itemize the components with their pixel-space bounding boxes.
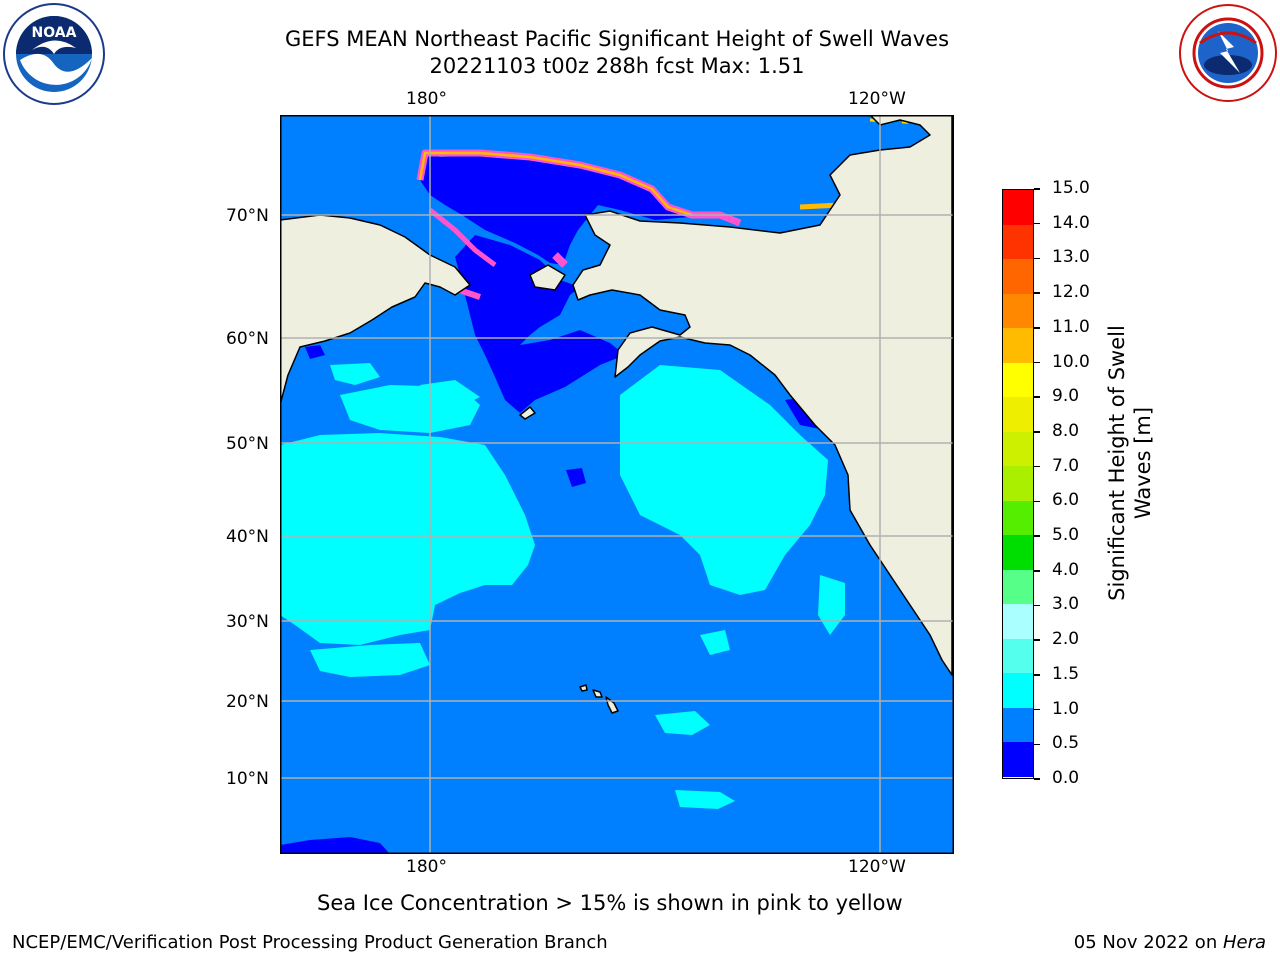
map-title: GEFS MEAN Northeast Pacific Significant …: [284, 27, 950, 51]
colorbar: [1002, 189, 1034, 779]
colorbar-tick-label: 10.0: [1052, 351, 1090, 372]
colorbar-tick-label: 13.0: [1052, 247, 1090, 268]
colorbar-tick-label: 6.0: [1052, 490, 1080, 511]
colorbar-tick-mark: [1034, 743, 1040, 746]
colorbar-tick-label: 8.0: [1052, 420, 1080, 441]
colorbar-tick-label: 9.0: [1052, 386, 1080, 407]
colorbar-tick-label: 7.0: [1052, 455, 1080, 476]
colorbar-segment: [1003, 707, 1033, 743]
colorbar-tick-label: 12.0: [1052, 282, 1090, 303]
noaa-logo-text: NOAA: [32, 25, 77, 41]
graticule: [280, 115, 954, 854]
colorbar-tick-label: 14.0: [1052, 212, 1090, 233]
colorbar-tick-mark: [1034, 396, 1040, 398]
colorbar-tick-label: 1.5: [1052, 663, 1080, 684]
lat-label-40n: 40°N: [226, 527, 269, 547]
colorbar-tick-label: 3.0: [1052, 594, 1080, 615]
colorbar-ticks: 15.0 14.0 13.0 12.0 11.0 10.0 9.0 8.0 7.0 6.0 5.0 4…: [1034, 178, 1114, 788]
colorbar-segment: [1003, 742, 1033, 777]
colorbar-title-line1: Significant Height of Swell: [1105, 325, 1129, 601]
noaa-logo: NOAA: [3, 3, 105, 105]
colorbar-tick-mark: [1034, 465, 1040, 468]
nws-logo: [1179, 4, 1277, 102]
colorbar-title: Significant Height of Swell Waves [m]: [1104, 283, 1156, 643]
colorbar-tick-mark: [1034, 222, 1040, 225]
lon-label-top-120w: 120°W: [848, 89, 906, 109]
lat-label-20n: 20°N: [226, 692, 269, 712]
colorbar-tick-mark: [1034, 361, 1040, 364]
lat-label-70n: 70°N: [226, 206, 269, 226]
lat-label-30n: 30°N: [226, 612, 269, 632]
colorbar-segment: [1003, 397, 1033, 432]
colorbar-tick-mark: [1034, 500, 1040, 503]
lon-label-bottom-120w: 120°W: [848, 857, 906, 877]
colorbar-tick-mark: [1034, 604, 1040, 607]
footer-date-text: 05 Nov 2022 on: [1073, 932, 1223, 953]
colorbar-segment: [1003, 466, 1033, 501]
swell-height-map: [280, 115, 954, 854]
colorbar-tick-mark: [1034, 570, 1040, 572]
map-frame: [280, 115, 954, 854]
lon-label-top-180: 180°: [406, 89, 447, 109]
colorbar-tick-mark: [1034, 708, 1040, 711]
colorbar-segment: [1003, 500, 1033, 536]
landmasses: [280, 115, 953, 714]
colorbar-tick-mark: [1034, 674, 1040, 676]
colorbar-tick-label: 0.5: [1052, 733, 1080, 754]
colorbar-segment: [1003, 604, 1033, 639]
colorbar-segment: [1003, 535, 1033, 570]
colorbar-title-line2: Waves [m]: [1131, 406, 1155, 520]
sea-ice-note: Sea Ice Concentration > 15% is shown in …: [317, 891, 903, 915]
colorbar-segment: [1003, 638, 1033, 674]
colorbar-segment: [1003, 362, 1033, 398]
colorbar-tick-mark: [1034, 431, 1040, 433]
footer-date: 05 Nov 2022 on Hera: [1074, 932, 1266, 953]
colorbar-segment: [1003, 673, 1033, 708]
colorbar-tick-mark: [1034, 778, 1040, 780]
colorbar-segment: [1003, 224, 1033, 260]
colorbar-segment: [1003, 190, 1033, 225]
colorbar-tick-mark: [1034, 535, 1040, 537]
colorbar-tick-label: 1.0: [1052, 698, 1080, 719]
colorbar-tick-mark: [1034, 327, 1040, 329]
swell-below-0.5m-regions: [280, 153, 825, 854]
colorbar-tick-label: 15.0: [1052, 178, 1090, 198]
colorbar-tick-mark: [1034, 292, 1040, 294]
colorbar-segment: [1003, 259, 1033, 294]
colorbar-tick-label: 4.0: [1052, 559, 1080, 580]
colorbar-segment: [1003, 293, 1033, 329]
map-subtitle: 20221103 t00z 288h fcst Max: 1.51: [429, 54, 805, 78]
colorbar-tick-label: 11.0: [1052, 316, 1090, 337]
colorbar-tick-label: 2.0: [1052, 629, 1080, 650]
colorbar-tick-label: 5.0: [1052, 525, 1080, 546]
colorbar-tick-mark: [1034, 639, 1040, 641]
lon-label-bottom-180: 180°: [406, 857, 447, 877]
colorbar-tick-mark: [1034, 257, 1040, 260]
footer-host: Hera: [1222, 932, 1266, 953]
lat-label-10n: 10°N: [226, 769, 269, 789]
colorbar-tick-label: 0.0: [1052, 768, 1080, 788]
colorbar-segment: [1003, 328, 1033, 363]
footer-credit: NCEP/EMC/Verification Post Processing Pr…: [12, 932, 608, 953]
colorbar-segment: [1003, 431, 1033, 467]
colorbar-tick-mark: [1034, 188, 1040, 190]
lat-label-60n: 60°N: [226, 329, 269, 349]
swell-1-1.5m-regions: [280, 363, 845, 809]
lat-label-50n: 50°N: [226, 434, 269, 454]
colorbar-segment: [1003, 569, 1033, 605]
